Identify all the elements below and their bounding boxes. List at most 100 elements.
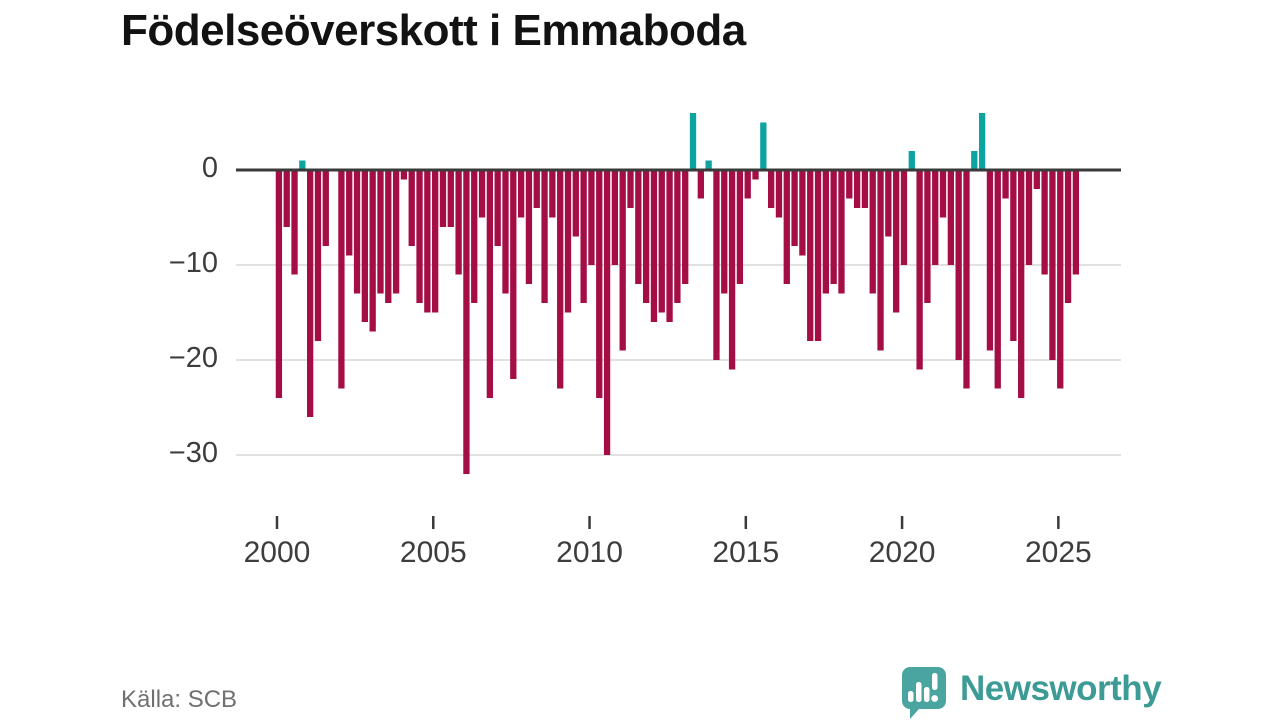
bar-chart-speech-bubble-icon xyxy=(902,667,946,719)
bar xyxy=(385,170,392,303)
bar xyxy=(611,170,619,265)
bar xyxy=(713,170,720,360)
bar xyxy=(760,122,767,170)
bar xyxy=(744,170,751,199)
bar xyxy=(1018,170,1025,398)
bar xyxy=(596,170,603,398)
bar xyxy=(580,170,587,303)
bar xyxy=(392,170,400,294)
bar xyxy=(283,170,290,227)
bar xyxy=(869,170,876,294)
bar xyxy=(322,170,329,246)
bar xyxy=(299,160,306,170)
bar xyxy=(986,170,994,351)
bar xyxy=(846,170,853,199)
brand-name: Newsworthy xyxy=(960,669,1162,708)
chart-title: Födelseöverskott i Emmaboda xyxy=(121,6,746,55)
bar xyxy=(814,170,822,341)
x-axis-tick-label: 2020 xyxy=(868,536,936,569)
bar xyxy=(924,170,931,303)
bar xyxy=(400,170,408,180)
bar xyxy=(916,170,923,370)
bar xyxy=(1072,170,1080,275)
bar xyxy=(1033,170,1040,189)
bar xyxy=(338,170,345,389)
bar xyxy=(635,170,642,284)
bar xyxy=(728,170,736,370)
bar xyxy=(1041,170,1048,275)
bar xyxy=(307,170,314,417)
bar xyxy=(838,170,845,294)
bar xyxy=(361,170,368,322)
bar xyxy=(369,170,376,332)
bar xyxy=(799,170,806,256)
bar xyxy=(603,170,611,455)
bar xyxy=(424,170,431,313)
bar xyxy=(689,113,697,170)
bar xyxy=(830,170,837,284)
bar xyxy=(971,151,978,170)
bar xyxy=(775,170,783,218)
bar xyxy=(1010,170,1017,341)
bar xyxy=(932,170,939,265)
bar xyxy=(721,170,728,294)
bar xyxy=(783,170,790,284)
bar xyxy=(666,170,673,322)
bar xyxy=(627,170,634,208)
bar xyxy=(572,170,579,237)
y-axis-tick-label: 0 xyxy=(201,152,218,185)
bar xyxy=(1064,170,1072,303)
bar xyxy=(908,151,915,170)
brand-logo: Newsworthy xyxy=(898,664,1162,720)
bar xyxy=(502,170,509,294)
bar xyxy=(346,170,353,256)
bar xyxy=(885,170,892,237)
bar xyxy=(994,170,1001,389)
bar xyxy=(752,170,759,180)
y-axis-tick-label: −20 xyxy=(168,342,218,375)
y-axis-tick-label: −30 xyxy=(168,437,218,470)
bar xyxy=(1025,170,1033,265)
bar xyxy=(314,170,322,341)
bar xyxy=(791,170,798,246)
bar xyxy=(861,170,869,208)
bar xyxy=(510,170,517,379)
bar xyxy=(517,170,525,218)
bar xyxy=(955,170,962,360)
bar xyxy=(557,170,564,389)
bar xyxy=(463,170,470,474)
bar xyxy=(588,170,595,265)
x-axis-tick-label: 2025 xyxy=(1024,536,1092,569)
source-label: Källa: SCB xyxy=(121,686,238,713)
bar xyxy=(541,170,548,303)
bar xyxy=(455,170,462,275)
bar xyxy=(893,170,900,313)
bar xyxy=(705,160,712,170)
bar xyxy=(619,170,626,351)
bar xyxy=(978,113,986,170)
bar xyxy=(494,170,501,246)
bar xyxy=(432,170,439,313)
bar xyxy=(807,170,814,341)
bar xyxy=(377,170,384,294)
bar xyxy=(1002,170,1009,199)
bar xyxy=(1057,170,1064,389)
bar xyxy=(697,170,704,199)
bar xyxy=(877,170,884,351)
bar xyxy=(564,170,572,313)
bar xyxy=(963,170,970,389)
y-axis-tick-label: −10 xyxy=(168,247,218,280)
x-axis-tick-label: 2000 xyxy=(243,536,311,569)
bar xyxy=(822,170,829,294)
bar xyxy=(533,170,540,208)
bar xyxy=(291,170,298,275)
bar xyxy=(486,170,494,398)
bar xyxy=(939,170,947,218)
bar xyxy=(674,170,681,303)
bar xyxy=(275,170,283,398)
bar xyxy=(471,170,478,303)
bar xyxy=(1049,170,1056,360)
bar xyxy=(408,170,415,246)
x-axis-tick-label: 2015 xyxy=(712,536,780,569)
